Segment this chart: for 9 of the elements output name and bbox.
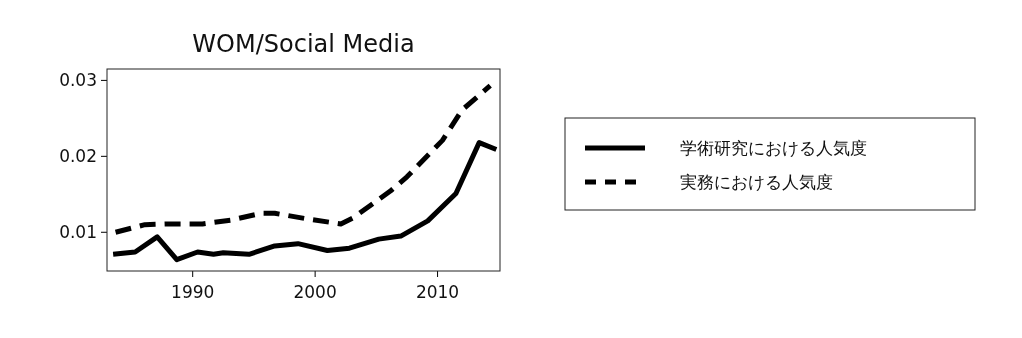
x-tick-label: 2000 — [293, 282, 337, 302]
legend-label: 実務における人気度 — [680, 172, 833, 192]
y-tick-label: 0.01 — [59, 222, 97, 243]
x-tick-label: 2010 — [415, 282, 460, 302]
chart-title: WOM/Social Media — [192, 30, 415, 58]
legend-label: 学術研究における人気度 — [680, 138, 867, 158]
y-tick-label: 0.02 — [59, 146, 97, 167]
x-tick-label: 1990 — [171, 282, 215, 302]
y-tick-label: 0.03 — [59, 70, 97, 91]
